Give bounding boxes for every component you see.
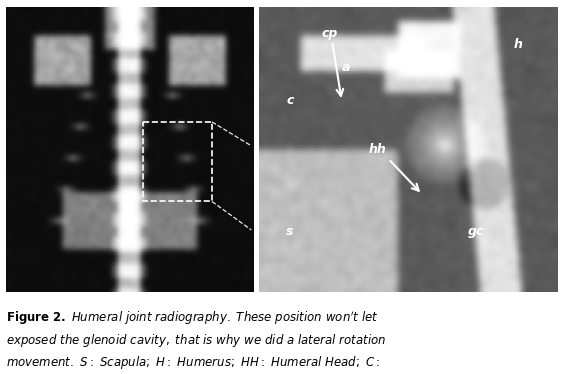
Bar: [142, 122, 212, 202]
Text: $\bf{Figure\ 2.}$ $\it{Humeral\ joint\ radiography.\ These\ position\ won't\ let: $\bf{Figure\ 2.}$ $\it{Humeral\ joint\ r…: [6, 310, 406, 374]
Text: gc: gc: [467, 226, 484, 238]
Text: a: a: [342, 61, 350, 74]
Text: s: s: [286, 226, 294, 238]
Text: h: h: [513, 39, 522, 51]
Text: cp: cp: [321, 27, 338, 40]
Text: hh: hh: [368, 143, 386, 156]
Text: c: c: [286, 95, 294, 107]
